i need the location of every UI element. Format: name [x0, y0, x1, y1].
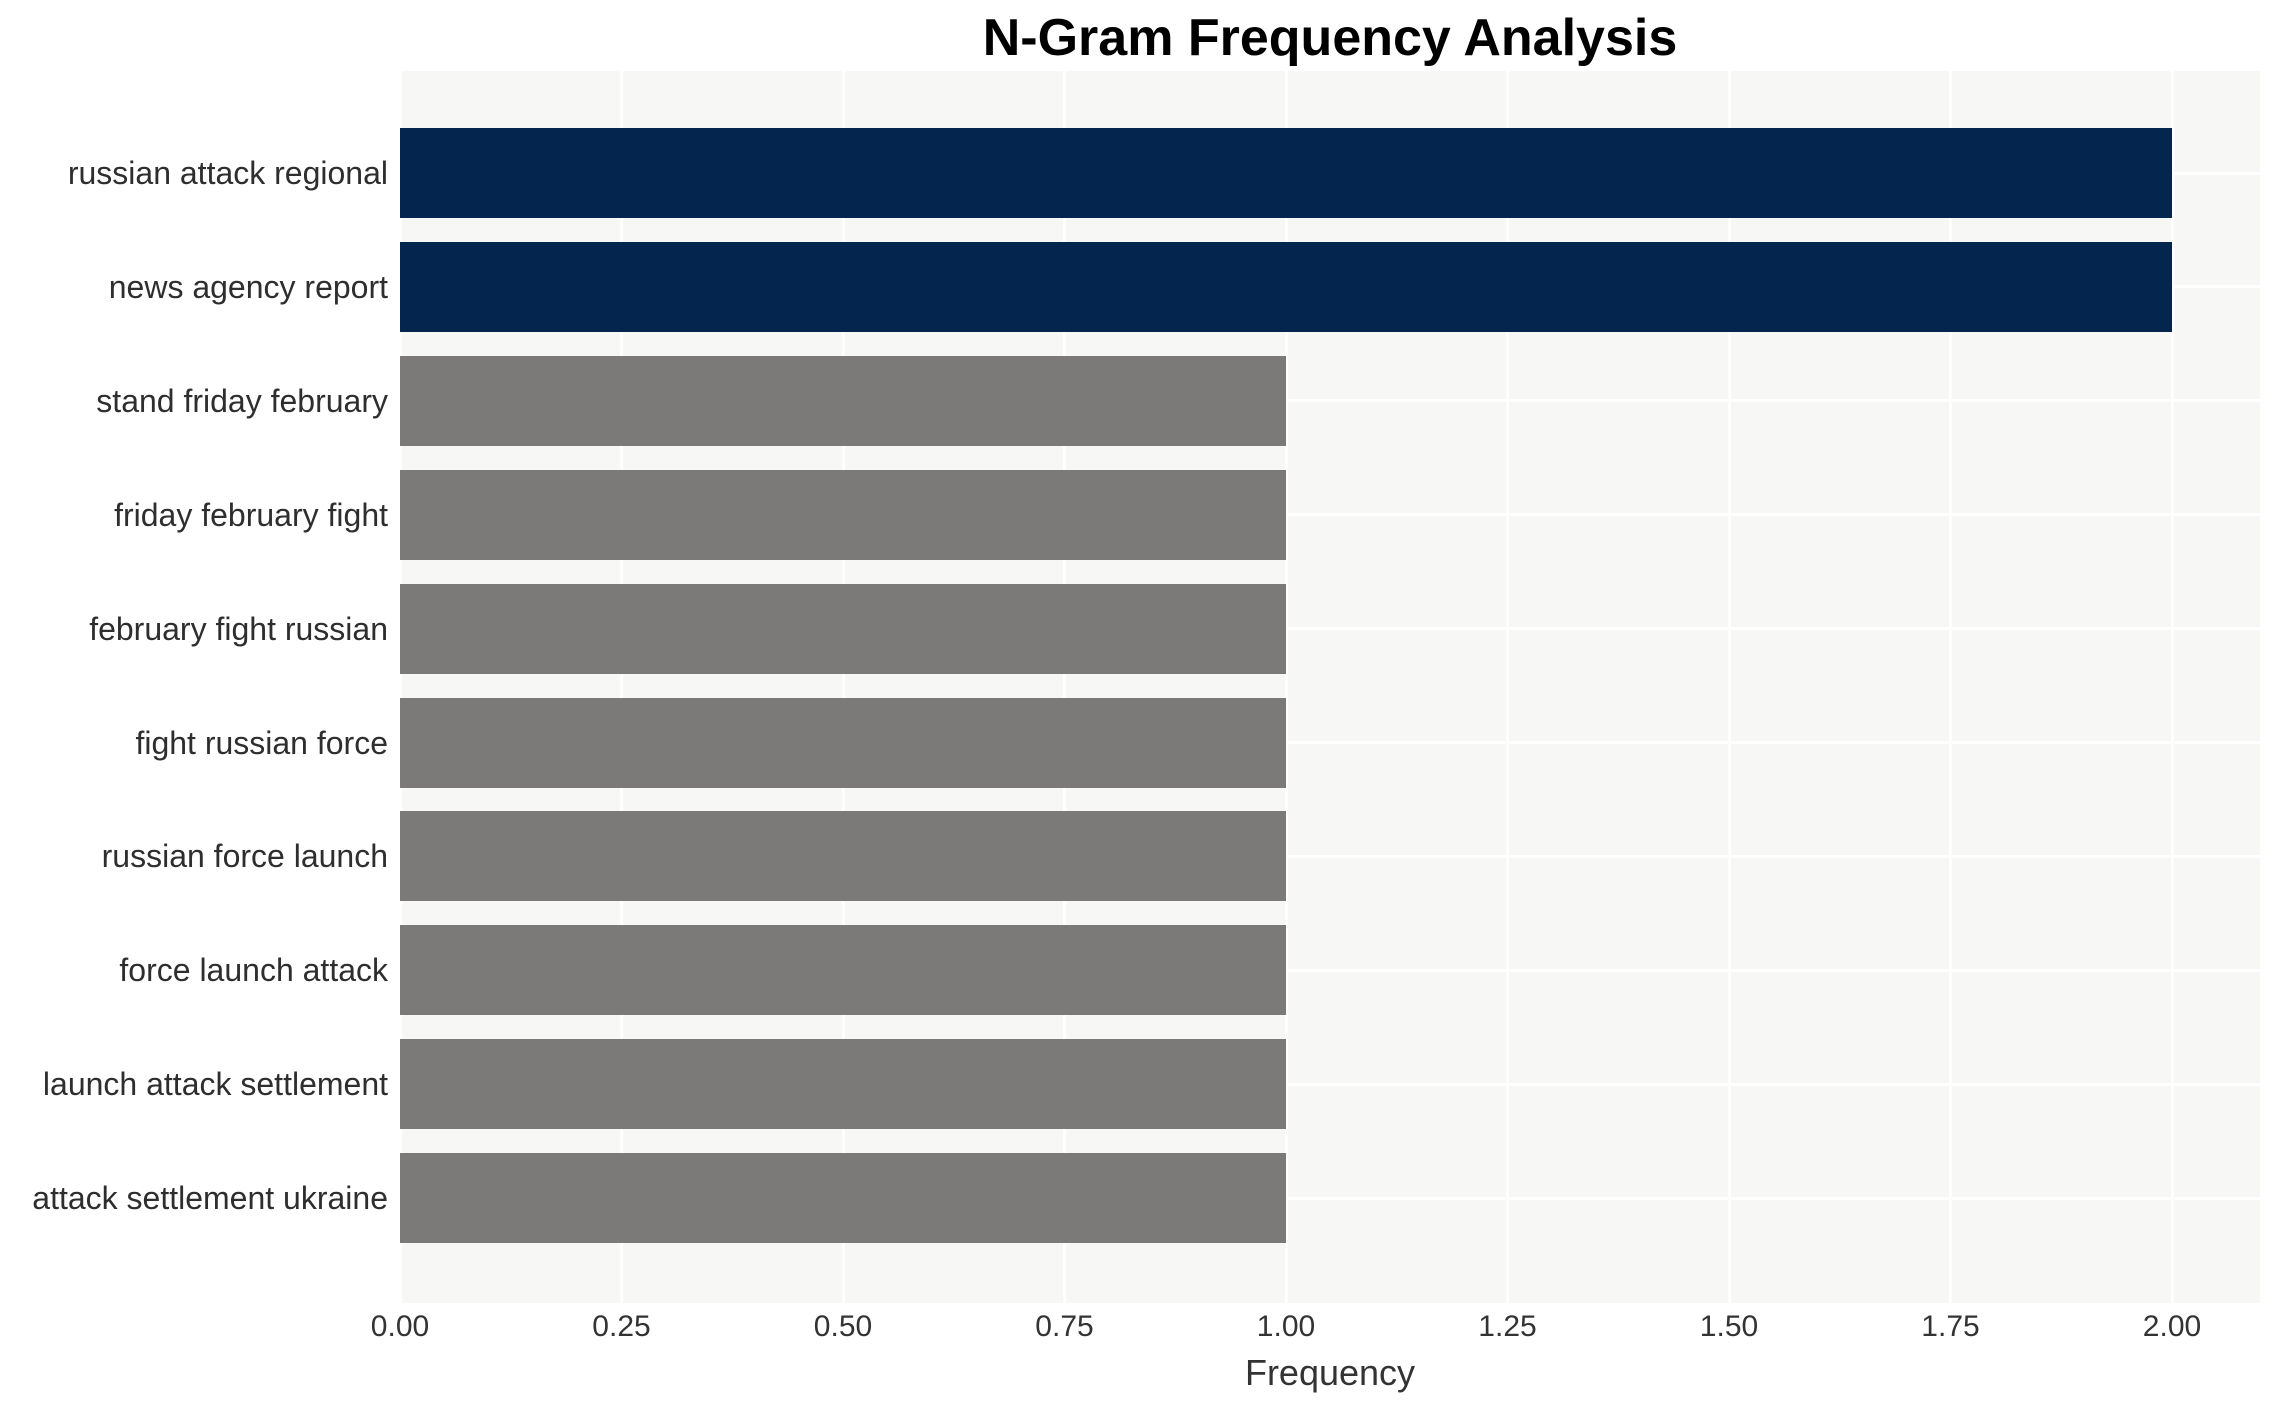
bar [400, 1039, 1286, 1130]
x-axis-title: Frequency [1244, 1352, 1416, 1393]
y-axis-labels: russian attack regional news agency repor… [0, 71, 388, 1303]
y-gridline [400, 854, 2260, 858]
y-gridline [400, 741, 2260, 744]
bar [400, 355, 1286, 446]
y-gridline [400, 627, 2260, 631]
y-gridline [400, 1082, 2260, 1086]
y-tick-label: fight russian force [135, 724, 388, 761]
x-gridline [1506, 71, 1509, 1303]
y-tick-label: friday february fight [114, 496, 388, 533]
chart-title: N-Gram Frequency Analysis [982, 9, 1678, 67]
x-tick-label: 1.50 [1699, 1310, 1759, 1343]
x-tick-label: 1.25 [1478, 1310, 1537, 1343]
y-tick-label: news agency report [108, 268, 388, 305]
bar [400, 583, 1286, 674]
bar [400, 128, 2172, 218]
x-axis-tick-labels: 0.00 0.25 0.50 0.75 1.00 1.25 1.50 1.75 2.00 [371, 1310, 2260, 1350]
x-tick-label: 0.50 [813, 1310, 873, 1343]
bar [400, 1153, 1286, 1244]
bar [400, 811, 1286, 902]
y-gridline [400, 399, 2260, 403]
x-tick-label: 0.75 [1035, 1310, 1094, 1343]
bar [400, 697, 1286, 788]
y-tick-label: russian force launch [101, 838, 388, 875]
x-gridline [620, 71, 623, 1303]
bar [400, 469, 1286, 560]
x-tick-label: 1.00 [1256, 1310, 1316, 1343]
y-tick-label: force launch attack [119, 952, 388, 989]
y-tick-label: february fight russian [89, 610, 388, 647]
y-gridline [400, 513, 2260, 517]
x-gridline [841, 71, 845, 1303]
x-gridline [1063, 71, 1066, 1303]
plot-area [398, 71, 2260, 1303]
y-gridline [400, 1196, 2260, 1200]
y-tick-label: russian attack regional [67, 155, 388, 191]
y-tick-label: stand friday february [96, 382, 388, 419]
bar [400, 925, 1286, 1016]
x-tick-label: 0.00 [370, 1310, 430, 1343]
bar [400, 241, 2172, 332]
x-gridline [1727, 71, 1731, 1303]
y-tick-label: launch attack settlement [42, 1066, 388, 1103]
x-tick-label: 1.75 [1921, 1310, 1980, 1343]
x-gridline [1949, 71, 1952, 1303]
y-gridline [400, 968, 2260, 972]
x-tick-label: 2.00 [2142, 1310, 2202, 1343]
x-tick-label: 0.25 [592, 1310, 651, 1343]
x-gridline [1284, 71, 1288, 1303]
x-gridline [398, 71, 402, 1303]
x-gridline [2170, 71, 2174, 1303]
y-tick-label: attack settlement ukraine [32, 1180, 388, 1217]
